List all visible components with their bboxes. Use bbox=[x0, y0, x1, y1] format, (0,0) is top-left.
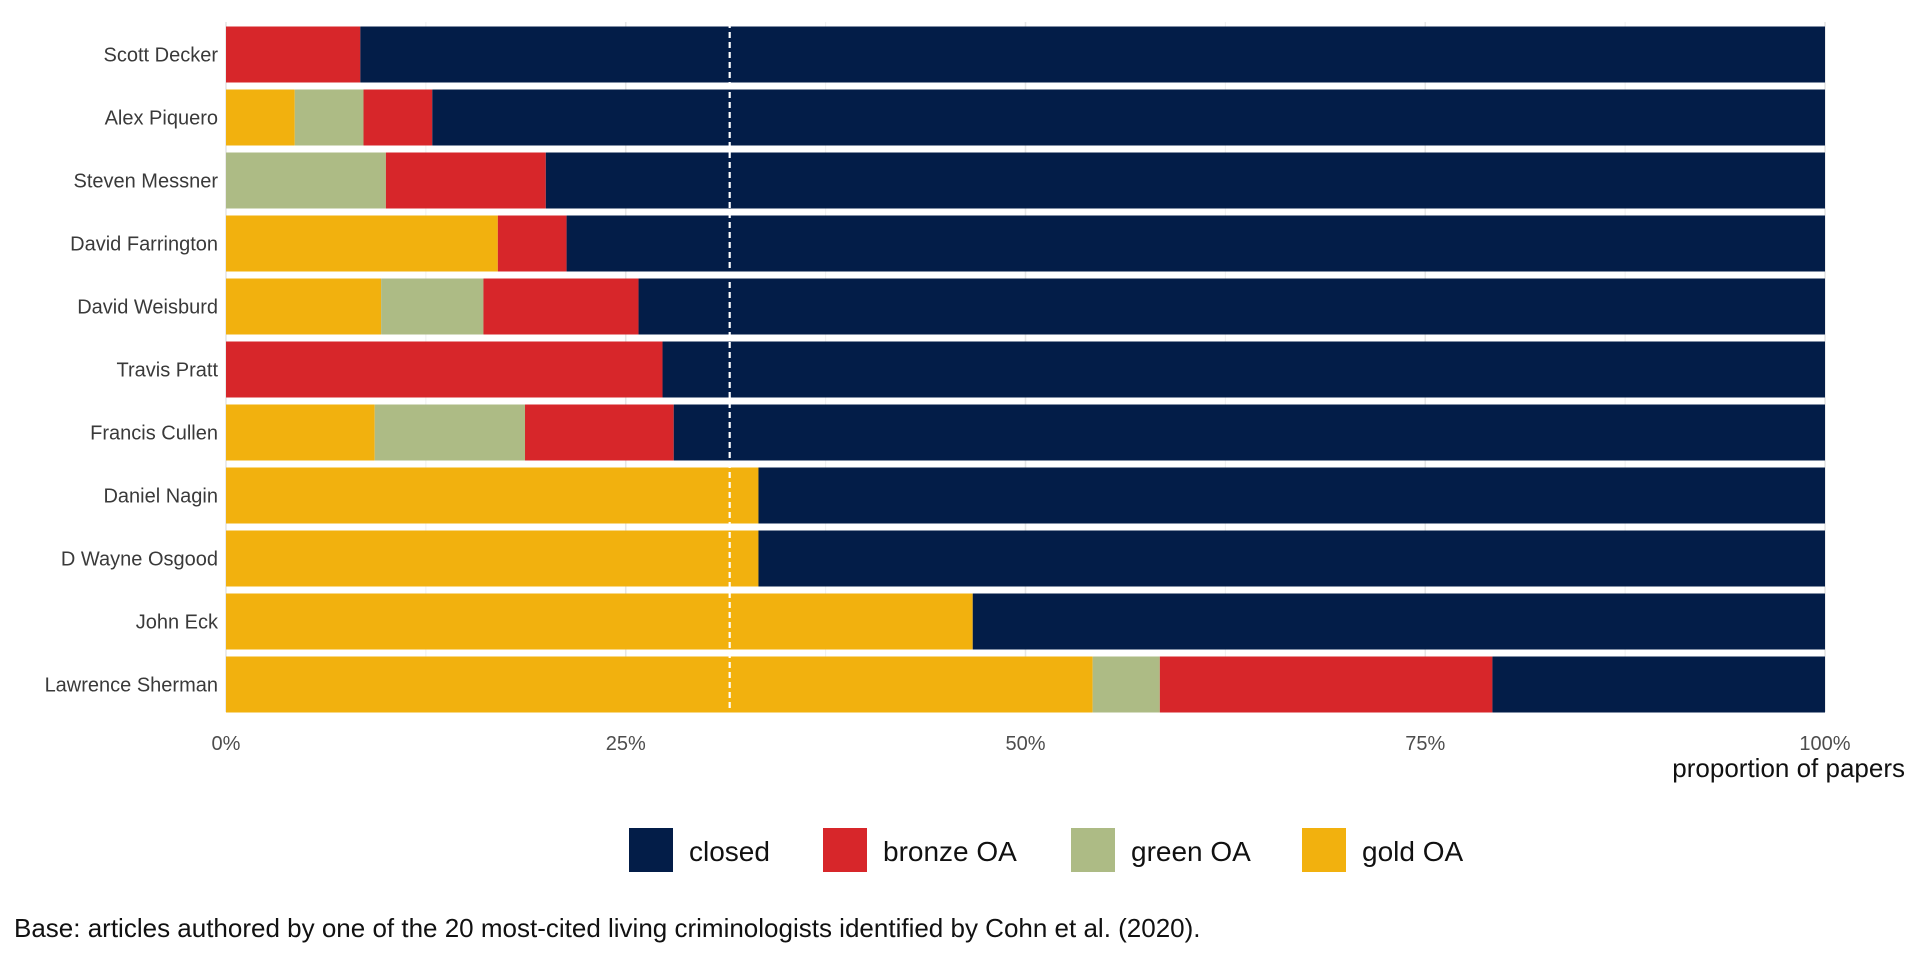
chart-caption: Base: articles authored by one of the 20… bbox=[14, 913, 1201, 943]
legend-label-bronze-oa: bronze OA bbox=[883, 836, 1017, 867]
y-label-alex-piquero: Alex Piquero bbox=[105, 108, 218, 130]
bar-travis-pratt-bronze-oa bbox=[226, 341, 663, 398]
y-label-john-eck: John Eck bbox=[136, 612, 219, 634]
bar-d-wayne-osgood-closed bbox=[758, 530, 1825, 587]
bar-alex-piquero-closed bbox=[432, 89, 1825, 146]
legend-swatch-gold-oa bbox=[1302, 828, 1346, 872]
y-label-lawrence-sherman: Lawrence Sherman bbox=[45, 675, 218, 697]
bar-david-weisburd-green-oa bbox=[381, 278, 484, 335]
bar-steven-messner-bronze-oa bbox=[385, 152, 546, 209]
x-tick-label: 100% bbox=[1799, 733, 1850, 755]
bar-francis-cullen-bronze-oa bbox=[525, 404, 674, 461]
y-label-david-weisburd: David Weisburd bbox=[77, 297, 218, 319]
legend-swatch-bronze-oa bbox=[823, 828, 867, 872]
x-tick-label: 75% bbox=[1405, 733, 1445, 755]
bar-alex-piquero-green-oa bbox=[294, 89, 364, 146]
legend-label-closed: closed bbox=[689, 836, 770, 867]
bar-david-weisburd-closed bbox=[638, 278, 1825, 335]
bar-travis-pratt-closed bbox=[662, 341, 1825, 398]
y-label-francis-cullen: Francis Cullen bbox=[90, 423, 218, 445]
legend-swatch-green-oa bbox=[1071, 828, 1115, 872]
y-label-d-wayne-osgood: D Wayne Osgood bbox=[61, 549, 218, 571]
bar-david-farrington-bronze-oa bbox=[497, 215, 567, 272]
y-label-david-farrington: David Farrington bbox=[70, 234, 218, 256]
x-tick-label: 25% bbox=[606, 733, 646, 755]
y-label-steven-messner: Steven Messner bbox=[73, 171, 218, 193]
x-axis-tick-labels: 0% 25% 50% 75% 100% bbox=[212, 733, 1851, 755]
y-label-scott-decker: Scott Decker bbox=[104, 45, 219, 67]
bar-d-wayne-osgood-gold-oa bbox=[226, 530, 759, 587]
bar-daniel-nagin-gold-oa bbox=[226, 467, 759, 524]
bar-scott-decker-bronze-oa bbox=[226, 26, 361, 83]
y-label-daniel-nagin: Daniel Nagin bbox=[103, 486, 218, 508]
bar-david-farrington-gold-oa bbox=[226, 215, 498, 272]
y-axis-labels: Scott Decker Alex Piquero Steven Messner Da… bbox=[45, 45, 219, 697]
x-tick-label: 0% bbox=[212, 733, 241, 755]
bar-john-eck-closed bbox=[972, 593, 1825, 650]
bar-lawrence-sherman-gold-oa bbox=[226, 656, 1093, 713]
legend-label-green-oa: green OA bbox=[1131, 836, 1251, 867]
bar-david-farrington-closed bbox=[566, 215, 1826, 272]
legend-label-gold-oa: gold OA bbox=[1362, 836, 1463, 867]
bar-steven-messner-closed bbox=[545, 152, 1825, 209]
bar-francis-cullen-green-oa bbox=[374, 404, 526, 461]
bar-francis-cullen-closed bbox=[673, 404, 1825, 461]
bar-david-weisburd-bronze-oa bbox=[483, 278, 639, 335]
bar-alex-piquero-bronze-oa bbox=[363, 89, 433, 146]
bar-john-eck-gold-oa bbox=[226, 593, 973, 650]
bar-scott-decker-closed bbox=[360, 26, 1825, 83]
bar-lawrence-sherman-green-oa bbox=[1092, 656, 1160, 713]
x-tick-label: 50% bbox=[1005, 733, 1045, 755]
legend-swatch-closed bbox=[629, 828, 673, 872]
bar-francis-cullen-gold-oa bbox=[226, 404, 375, 461]
bar-lawrence-sherman-closed bbox=[1492, 656, 1825, 713]
bar-lawrence-sherman-bronze-oa bbox=[1159, 656, 1493, 713]
bars bbox=[226, 26, 1826, 713]
bar-david-weisburd-gold-oa bbox=[226, 278, 382, 335]
bar-daniel-nagin-closed bbox=[758, 467, 1825, 524]
bar-steven-messner-green-oa bbox=[226, 152, 386, 209]
legend: closed bronze OA green OA gold OA bbox=[629, 828, 1463, 872]
bar-alex-piquero-gold-oa bbox=[226, 89, 295, 146]
x-axis-title: proportion of papers bbox=[1672, 753, 1905, 783]
y-label-travis-pratt: Travis Pratt bbox=[117, 360, 219, 382]
